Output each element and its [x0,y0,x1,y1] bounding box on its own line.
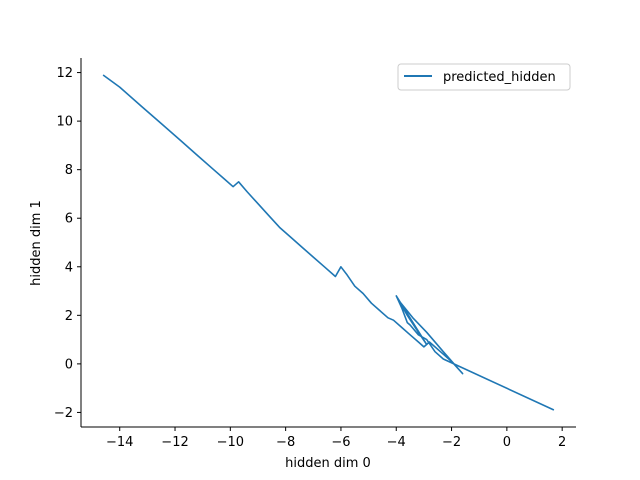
y-tick-label: 6 [65,212,73,227]
y-tick-label: 8 [65,163,73,178]
x-tick-label: −4 [387,435,406,450]
y-tick-label: 12 [56,66,73,81]
legend-box [397,63,571,91]
series-layer [102,74,555,411]
x-tick-label: −8 [276,435,295,450]
y-tick-label: 4 [65,260,73,275]
x-axis-ticks: −14 −12 −10 −8 −6 −4 −2 0 2 [106,427,566,450]
y-tick-label: 2 [65,309,73,324]
axes [80,58,576,428]
legend: predicted_hidden [397,63,571,91]
x-axis-label: hidden dim 0 [285,456,371,471]
x-tick-label: −10 [217,435,244,450]
y-axis-ticks: −2 0 2 4 6 8 10 12 [54,66,81,421]
y-tick-label: 10 [56,115,73,130]
x-tick-label: −6 [331,435,350,450]
x-tick-label: 0 [503,435,511,450]
series-line-predicted-hidden [102,74,555,411]
y-tick-label: −2 [54,406,73,421]
x-tick-label: −14 [106,435,133,450]
x-tick-label: −2 [442,435,461,450]
legend-label: predicted_hidden [443,70,556,85]
y-axis-label: hidden dim 1 [29,200,44,286]
x-tick-label: 2 [558,435,566,450]
y-tick-label: 0 [65,357,73,372]
x-tick-label: −12 [161,435,188,450]
